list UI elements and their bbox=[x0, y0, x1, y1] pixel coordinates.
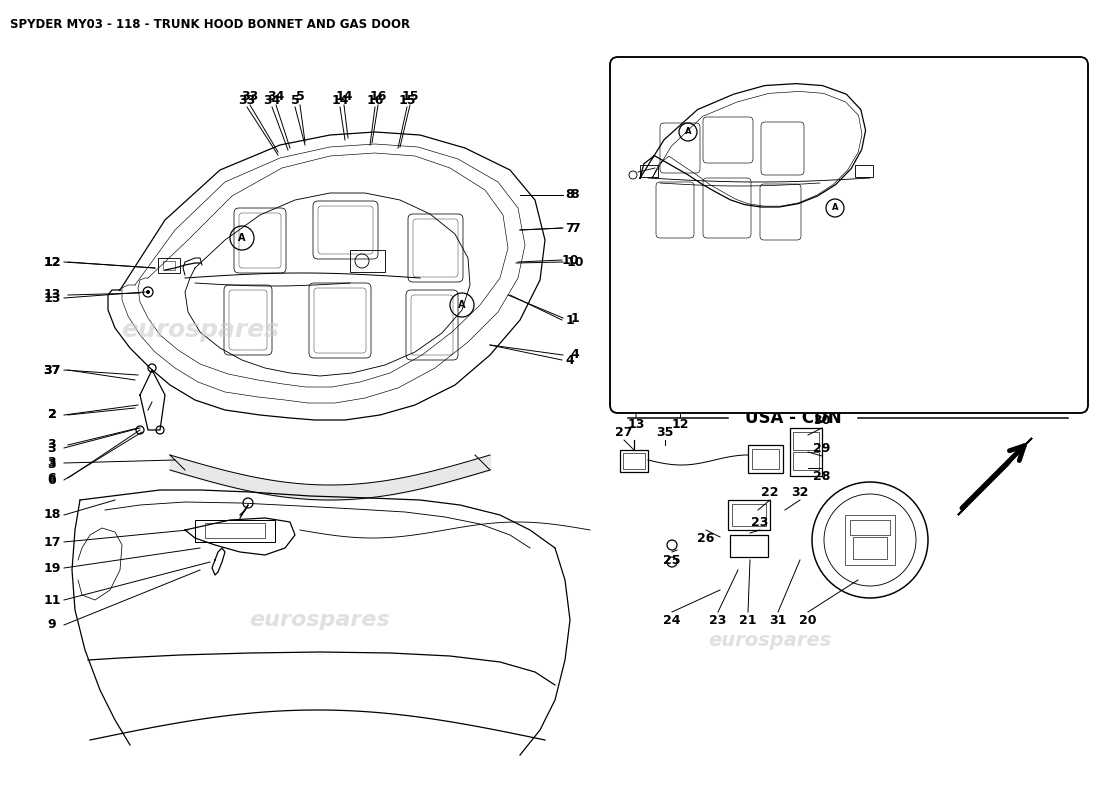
Text: A: A bbox=[239, 233, 245, 243]
Text: 13: 13 bbox=[43, 289, 60, 302]
Text: 36: 36 bbox=[993, 102, 1011, 114]
Text: 37: 37 bbox=[43, 363, 60, 377]
Text: 20: 20 bbox=[800, 614, 816, 626]
Text: eurospares: eurospares bbox=[121, 318, 279, 342]
Bar bbox=[195, 520, 275, 542]
Text: 32: 32 bbox=[791, 486, 808, 498]
Text: 3: 3 bbox=[47, 458, 56, 471]
Bar bbox=[748, 445, 783, 473]
Text: 14: 14 bbox=[331, 94, 349, 106]
Text: 28: 28 bbox=[813, 470, 830, 482]
Text: 1: 1 bbox=[565, 314, 574, 326]
Text: A: A bbox=[459, 300, 465, 310]
Text: 15: 15 bbox=[398, 94, 416, 106]
Bar bbox=[623, 453, 645, 469]
Circle shape bbox=[146, 290, 150, 294]
Text: 33: 33 bbox=[241, 90, 258, 103]
Text: 35: 35 bbox=[657, 426, 673, 438]
Bar bbox=[640, 165, 658, 177]
Bar bbox=[850, 520, 890, 535]
Text: eurospares: eurospares bbox=[250, 610, 390, 630]
Bar bbox=[350, 250, 385, 272]
Text: 21: 21 bbox=[739, 614, 757, 626]
Bar bbox=[730, 535, 768, 557]
Text: 25: 25 bbox=[663, 554, 681, 566]
Text: 26: 26 bbox=[697, 531, 715, 545]
Bar bbox=[790, 428, 822, 476]
Bar bbox=[793, 432, 820, 450]
Text: 16: 16 bbox=[370, 90, 387, 103]
Text: 3: 3 bbox=[47, 442, 56, 454]
Text: 18: 18 bbox=[43, 509, 60, 522]
Text: SPYDER MY03 - 118 - TRUNK HOOD BONNET AND GAS DOOR: SPYDER MY03 - 118 - TRUNK HOOD BONNET AN… bbox=[10, 18, 410, 31]
Text: 23: 23 bbox=[751, 515, 769, 529]
Bar bbox=[163, 261, 175, 270]
Bar bbox=[845, 515, 895, 565]
Text: 31: 31 bbox=[769, 614, 786, 626]
Text: 22: 22 bbox=[761, 486, 779, 498]
Text: 10: 10 bbox=[561, 254, 579, 266]
Text: 17: 17 bbox=[43, 535, 60, 549]
Bar bbox=[852, 537, 887, 559]
Text: 23: 23 bbox=[710, 614, 727, 626]
Text: 2: 2 bbox=[47, 409, 56, 422]
Text: 34: 34 bbox=[267, 90, 285, 103]
Polygon shape bbox=[958, 438, 1032, 515]
Text: 34: 34 bbox=[263, 94, 280, 106]
Text: A: A bbox=[684, 127, 691, 137]
Text: 2: 2 bbox=[47, 409, 56, 422]
Polygon shape bbox=[108, 132, 544, 420]
Bar bbox=[158, 258, 180, 273]
Bar bbox=[752, 449, 779, 469]
Text: 27: 27 bbox=[615, 426, 632, 438]
Bar bbox=[855, 165, 873, 177]
Text: 13: 13 bbox=[627, 418, 645, 431]
Text: 8: 8 bbox=[565, 189, 574, 202]
Text: 10: 10 bbox=[566, 255, 584, 269]
Text: 12: 12 bbox=[671, 418, 689, 431]
Text: 1: 1 bbox=[571, 311, 580, 325]
FancyBboxPatch shape bbox=[610, 57, 1088, 413]
Text: 12: 12 bbox=[43, 255, 60, 269]
Text: 8: 8 bbox=[571, 189, 580, 202]
Text: 9: 9 bbox=[47, 618, 56, 631]
Bar bbox=[732, 504, 766, 526]
Text: 3: 3 bbox=[47, 438, 56, 451]
Text: 24: 24 bbox=[663, 614, 681, 626]
Text: 4: 4 bbox=[571, 349, 580, 362]
Text: 30: 30 bbox=[813, 414, 830, 426]
Text: 6: 6 bbox=[47, 474, 56, 486]
Text: eurospares: eurospares bbox=[708, 630, 832, 650]
Bar bbox=[205, 523, 265, 538]
Text: 29: 29 bbox=[813, 442, 830, 454]
Text: 15: 15 bbox=[402, 90, 419, 103]
Bar bbox=[728, 500, 770, 530]
Text: 11: 11 bbox=[43, 594, 60, 606]
Text: 6: 6 bbox=[47, 471, 56, 485]
Text: 16: 16 bbox=[366, 94, 384, 106]
Text: 13: 13 bbox=[43, 291, 60, 305]
Text: 19: 19 bbox=[43, 562, 60, 574]
Bar bbox=[620, 450, 648, 472]
Bar bbox=[793, 452, 820, 470]
Text: 37: 37 bbox=[43, 363, 60, 377]
Text: 3: 3 bbox=[47, 457, 56, 470]
Text: eurospares: eurospares bbox=[723, 241, 827, 259]
Polygon shape bbox=[640, 84, 866, 207]
Text: 12: 12 bbox=[43, 255, 60, 269]
Text: 4: 4 bbox=[565, 354, 574, 366]
Text: 7: 7 bbox=[571, 222, 580, 234]
Text: 5: 5 bbox=[296, 90, 305, 103]
Text: 14: 14 bbox=[336, 90, 353, 103]
Text: 5: 5 bbox=[290, 94, 299, 106]
Text: A: A bbox=[832, 203, 838, 213]
Text: 33: 33 bbox=[239, 94, 255, 106]
Text: USA - CDN: USA - CDN bbox=[745, 409, 842, 427]
Text: 7: 7 bbox=[565, 222, 574, 234]
